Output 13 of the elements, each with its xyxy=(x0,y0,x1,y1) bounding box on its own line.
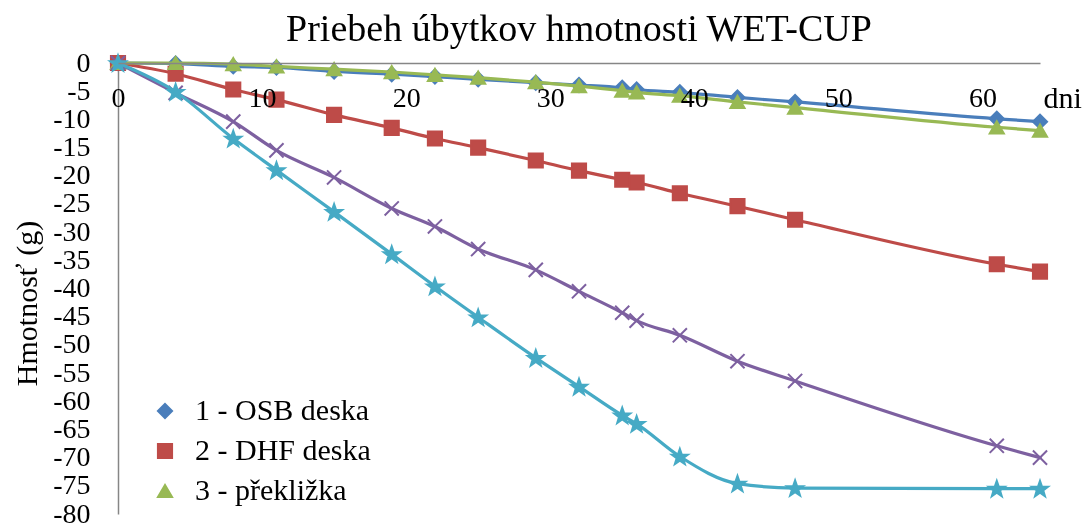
y-axis-title: Hmotnosť (g) xyxy=(9,220,44,387)
x-tick-label: 30 xyxy=(536,81,565,113)
legend-label: 1 - OSB deska xyxy=(195,393,370,426)
chart-title: Priebeh úbytkov hmotnosti WET-CUP xyxy=(286,7,872,49)
x-tick-label: 20 xyxy=(392,81,421,113)
x-tick-label: 40 xyxy=(680,81,709,113)
x-tick-label: 60 xyxy=(968,81,997,113)
legend-label: 3 - překližka xyxy=(195,473,347,506)
x-tick-label: 0 xyxy=(111,81,126,113)
y-tick-label: -40 xyxy=(53,272,91,303)
legend-label: 2 - DHF deska xyxy=(195,433,371,466)
x-axis-title: dni xyxy=(1043,80,1082,114)
x-tick-label: 10 xyxy=(248,81,277,113)
